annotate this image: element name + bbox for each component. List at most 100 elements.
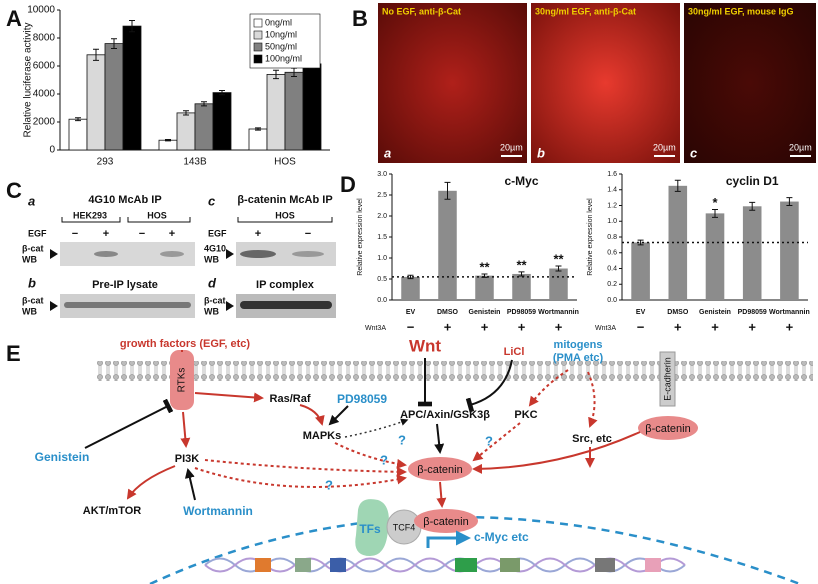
blot-letter: a [28,193,35,208]
node-label: mitogens [554,339,603,351]
probe-label: WB [22,306,37,316]
panel-letter: A [6,6,22,31]
y-tick-label: 1.5 [377,234,387,241]
scale-label: 20µm [653,142,676,152]
bar [158,139,178,151]
error-bar [407,274,414,280]
dotted-arrow [194,467,407,488]
nuclear-envelope [149,515,801,584]
legend-swatch [253,42,263,52]
error-bar [201,101,207,107]
question-mark: ? [380,452,388,467]
probe-label: β-cat [22,243,44,253]
y-tick-label: 1.2 [607,202,617,209]
chart-title: c-Myc [504,174,538,188]
legend-label: 10ng/ml [265,29,297,39]
y-tick-label: 1.6 [607,171,617,178]
node-label: Ras/Raf [270,393,311,405]
y-tick-label: 0.5 [377,276,387,283]
x-tick-label: DMSO [437,309,459,316]
probe-label: WB [204,254,219,264]
annotation: ** [516,257,527,272]
x-tick-label: Wortmannin [769,309,810,316]
micrograph [531,3,680,163]
scale-label: 20µm [500,142,523,152]
error-bar [255,127,261,131]
beta-catenin-shape [414,509,478,533]
error-bar [273,69,279,80]
blot-band [64,302,191,308]
node-label: LiCl [504,346,525,358]
bar [302,63,322,151]
pointer [226,301,234,311]
error-bar [444,181,451,200]
node-label: TFs [359,522,381,536]
membrane [95,361,813,381]
chart-title: cyclin D1 [726,174,779,188]
panel-letter: B [352,6,368,31]
bar [176,112,196,151]
image-caption: 30ng/ml EGF, mouse IgG [688,6,794,16]
lane-label: − [72,228,78,240]
annotation: ** [553,251,564,266]
image-letter: c [690,145,698,160]
dna-box [595,558,615,572]
y-axis-label: Relative expression level [357,198,364,276]
arrow [194,392,264,403]
legend-label: 50ng/ml [265,41,297,51]
error-bar [111,38,117,49]
dna [204,557,686,573]
node-label: β-catenin [423,516,468,528]
node-label: growth factors (EGF, etc) [120,338,251,350]
beta-catenin-shape [638,416,698,440]
node-label: PD98059 [337,392,387,406]
pointer [226,249,234,259]
question-mark: ? [398,432,406,447]
blot-band [240,301,332,309]
dna-box [255,558,271,572]
dotted-arrow [204,459,407,477]
panel-letter: D [340,172,356,197]
bar [284,71,304,151]
lane-label: + [103,228,109,240]
error-bar [518,271,525,277]
lane-label: + [255,228,261,240]
bar [266,74,286,151]
treatment-sign: + [786,319,794,334]
arrow [184,468,196,501]
x-tick-label: 143B [183,157,207,168]
y-tick-label: 2000 [33,117,56,128]
y-tick-label: 8000 [33,33,56,44]
blot-band [94,251,118,257]
legend-swatch [253,54,263,64]
error-bar [637,239,644,246]
legend-label: 100ng/ml [265,53,302,63]
lane-label: − [305,228,311,240]
treatment-sign: + [518,319,526,334]
arrow [180,411,191,448]
node-label: (PMA etc) [553,352,604,364]
image-letter: b [537,145,545,160]
x-tick-label: PD98059 [507,309,536,316]
dna-box [330,558,346,572]
y-tick-label: 4000 [33,89,56,100]
node-label: c-Myc etc [474,530,529,544]
node-label: β-catenin [417,464,462,476]
y-tick-label: 2.5 [377,192,387,199]
probe-label: WB [204,306,219,316]
node-label: Wnt [409,336,441,355]
error-bar [93,48,99,61]
error-bar [674,179,681,192]
node-label: E-cadherin [662,357,672,401]
dotted-arrow [472,422,521,462]
treatment-label: EGF [208,228,227,238]
dotted-arrow [587,371,598,428]
pointer [50,301,58,311]
bracket [61,217,191,223]
x-tick-label: HOS [274,157,296,168]
blot-band [240,250,276,258]
node-label: PKC [514,409,537,421]
node-label: AKT/mTOR [83,505,142,517]
bar [104,43,124,151]
question-mark: ? [485,433,493,448]
